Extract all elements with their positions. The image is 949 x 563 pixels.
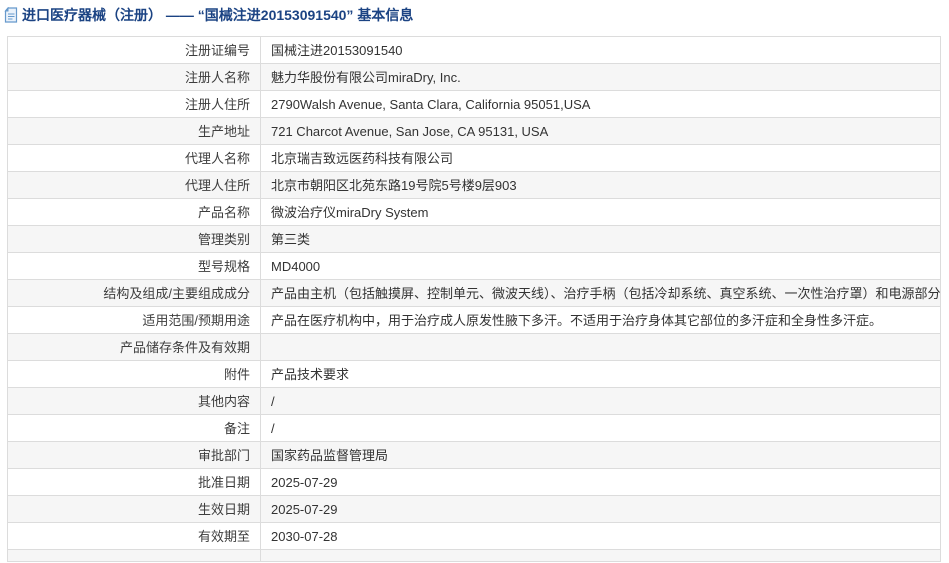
field-label: 结构及组成/主要组成成分 — [7, 279, 261, 307]
field-label: 附件 — [7, 360, 261, 388]
field-value: 2025-07-29 — [260, 468, 941, 496]
table-row: 适用范围/预期用途 产品在医疗机构中，用于治疗成人原发性腋下多汗。不适用于治疗身… — [7, 306, 941, 334]
field-label: 审批部门 — [7, 441, 261, 469]
table-row: 产品储存条件及有效期 — [7, 333, 941, 361]
field-value — [260, 333, 941, 361]
field-label: 批准日期 — [7, 468, 261, 496]
field-value: / — [260, 414, 941, 442]
field-label: 生产地址 — [7, 117, 261, 145]
field-label: 有效期至 — [7, 522, 261, 550]
table-row: 代理人住所 北京市朝阳区北苑东路19号院5号楼9层903 — [7, 171, 941, 199]
field-value: 产品技术要求 — [260, 360, 941, 388]
field-label: 代理人住所 — [7, 171, 261, 199]
field-label: 备注 — [7, 414, 261, 442]
field-value: 北京瑞吉致远医药科技有限公司 — [260, 144, 941, 172]
table-row: 产品名称 微波治疗仪miraDry System — [7, 198, 941, 226]
field-value: 721 Charcot Avenue, San Jose, CA 95131, … — [260, 117, 941, 145]
field-label: 适用范围/预期用途 — [7, 306, 261, 334]
table-row: 生效日期 2025-07-29 — [7, 495, 941, 523]
field-value: 国械注进20153091540 — [260, 36, 941, 64]
field-value: 微波治疗仪miraDry System — [260, 198, 941, 226]
field-value: 2030-07-28 — [260, 522, 941, 550]
table-row: 审批部门 国家药品监督管理局 — [7, 441, 941, 469]
table-row: 备注 / — [7, 414, 941, 442]
table-row: 管理类别 第三类 — [7, 225, 941, 253]
table-row — [7, 549, 941, 562]
field-label: 注册人住所 — [7, 90, 261, 118]
field-label: 其他内容 — [7, 387, 261, 415]
field-value: 北京市朝阳区北苑东路19号院5号楼9层903 — [260, 171, 941, 199]
field-value: 产品由主机（包括触摸屏、控制单元、微波天线）、治疗手柄（包括冷却系统、真空系统、… — [260, 279, 941, 307]
table-row: 代理人名称 北京瑞吉致远医药科技有限公司 — [7, 144, 941, 172]
field-value: 产品在医疗机构中，用于治疗成人原发性腋下多汗。不适用于治疗身体其它部位的多汗症和… — [260, 306, 941, 334]
table-row: 附件 产品技术要求 — [7, 360, 941, 388]
field-value: 魅力华股份有限公司miraDry, Inc. — [260, 63, 941, 91]
field-label: 管理类别 — [7, 225, 261, 253]
table-row: 批准日期 2025-07-29 — [7, 468, 941, 496]
table-row: 注册人名称 魅力华股份有限公司miraDry, Inc. — [7, 63, 941, 91]
field-label: 型号规格 — [7, 252, 261, 280]
field-value: 第三类 — [260, 225, 941, 253]
table-row: 有效期至 2030-07-28 — [7, 522, 941, 550]
field-value: MD4000 — [260, 252, 941, 280]
table-row: 生产地址 721 Charcot Avenue, San Jose, CA 95… — [7, 117, 941, 145]
field-label: 产品名称 — [7, 198, 261, 226]
field-label: 注册证编号 — [7, 36, 261, 64]
page-header: 进口医疗器械（注册） —— “国械注进20153091540” 基本信息 — [0, 0, 949, 24]
field-value: 国家药品监督管理局 — [260, 441, 941, 469]
page-title: 进口医疗器械（注册） —— “国械注进20153091540” 基本信息 — [22, 6, 414, 23]
registration-info-table: 注册证编号 国械注进20153091540 注册人名称 魅力华股份有限公司mir… — [7, 36, 941, 562]
table-row: 其他内容 / — [7, 387, 941, 415]
field-label: 代理人名称 — [7, 144, 261, 172]
table-row: 注册人住所 2790Walsh Avenue, Santa Clara, Cal… — [7, 90, 941, 118]
field-value: 2025-07-29 — [260, 495, 941, 523]
field-value: / — [260, 387, 941, 415]
field-label: 生效日期 — [7, 495, 261, 523]
field-label: 注册人名称 — [7, 63, 261, 91]
field-label — [7, 549, 261, 562]
table-row: 型号规格 MD4000 — [7, 252, 941, 280]
document-icon — [4, 7, 18, 23]
field-value — [260, 549, 941, 562]
field-label: 产品储存条件及有效期 — [7, 333, 261, 361]
table-row: 结构及组成/主要组成成分 产品由主机（包括触摸屏、控制单元、微波天线）、治疗手柄… — [7, 279, 941, 307]
table-row: 注册证编号 国械注进20153091540 — [7, 36, 941, 64]
info-table-body: 注册证编号 国械注进20153091540 注册人名称 魅力华股份有限公司mir… — [7, 36, 941, 562]
field-value: 2790Walsh Avenue, Santa Clara, Californi… — [260, 90, 941, 118]
